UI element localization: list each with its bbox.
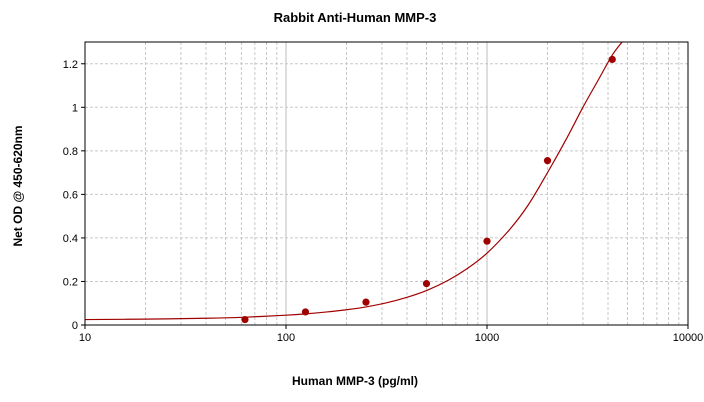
y-tick-label: 0.2 <box>63 276 78 288</box>
data-point <box>422 280 431 288</box>
y-tick-label: 0.6 <box>63 189 78 201</box>
x-axis-label: Human MMP-3 (pg/ml) <box>292 374 418 388</box>
x-tick-label: 1000 <box>475 332 499 344</box>
x-tick-labels: 10 100 1000 10000 <box>79 325 703 344</box>
y-tick-label: 0 <box>72 320 78 332</box>
y-tick-label: 0.8 <box>63 146 78 158</box>
data-point <box>483 237 491 245</box>
y-tick-label: 0.4 <box>63 233 78 245</box>
x-tick-label: 10000 <box>673 332 704 344</box>
y-tick-label: 1 <box>72 102 78 114</box>
data-points <box>241 55 616 324</box>
y-tick-labels: 0 0.2 0.4 0.6 0.8 1 1.2 <box>63 59 85 332</box>
fit-curve <box>85 42 623 321</box>
data-point <box>362 298 370 306</box>
fit-line <box>85 42 623 321</box>
y-axis-label: Net OD @ 450-620nm <box>11 125 25 246</box>
data-point <box>608 55 616 64</box>
y-tick-label: 1.2 <box>63 59 78 71</box>
data-point <box>241 315 249 324</box>
plot-frame <box>84 41 689 326</box>
x-tick-label: 100 <box>277 332 295 344</box>
data-point <box>543 157 552 165</box>
grid <box>85 42 688 325</box>
data-point <box>301 308 310 316</box>
x-tick-label: 10 <box>79 332 91 344</box>
chart-title: Rabbit Anti-Human MMP-3 <box>274 10 437 25</box>
